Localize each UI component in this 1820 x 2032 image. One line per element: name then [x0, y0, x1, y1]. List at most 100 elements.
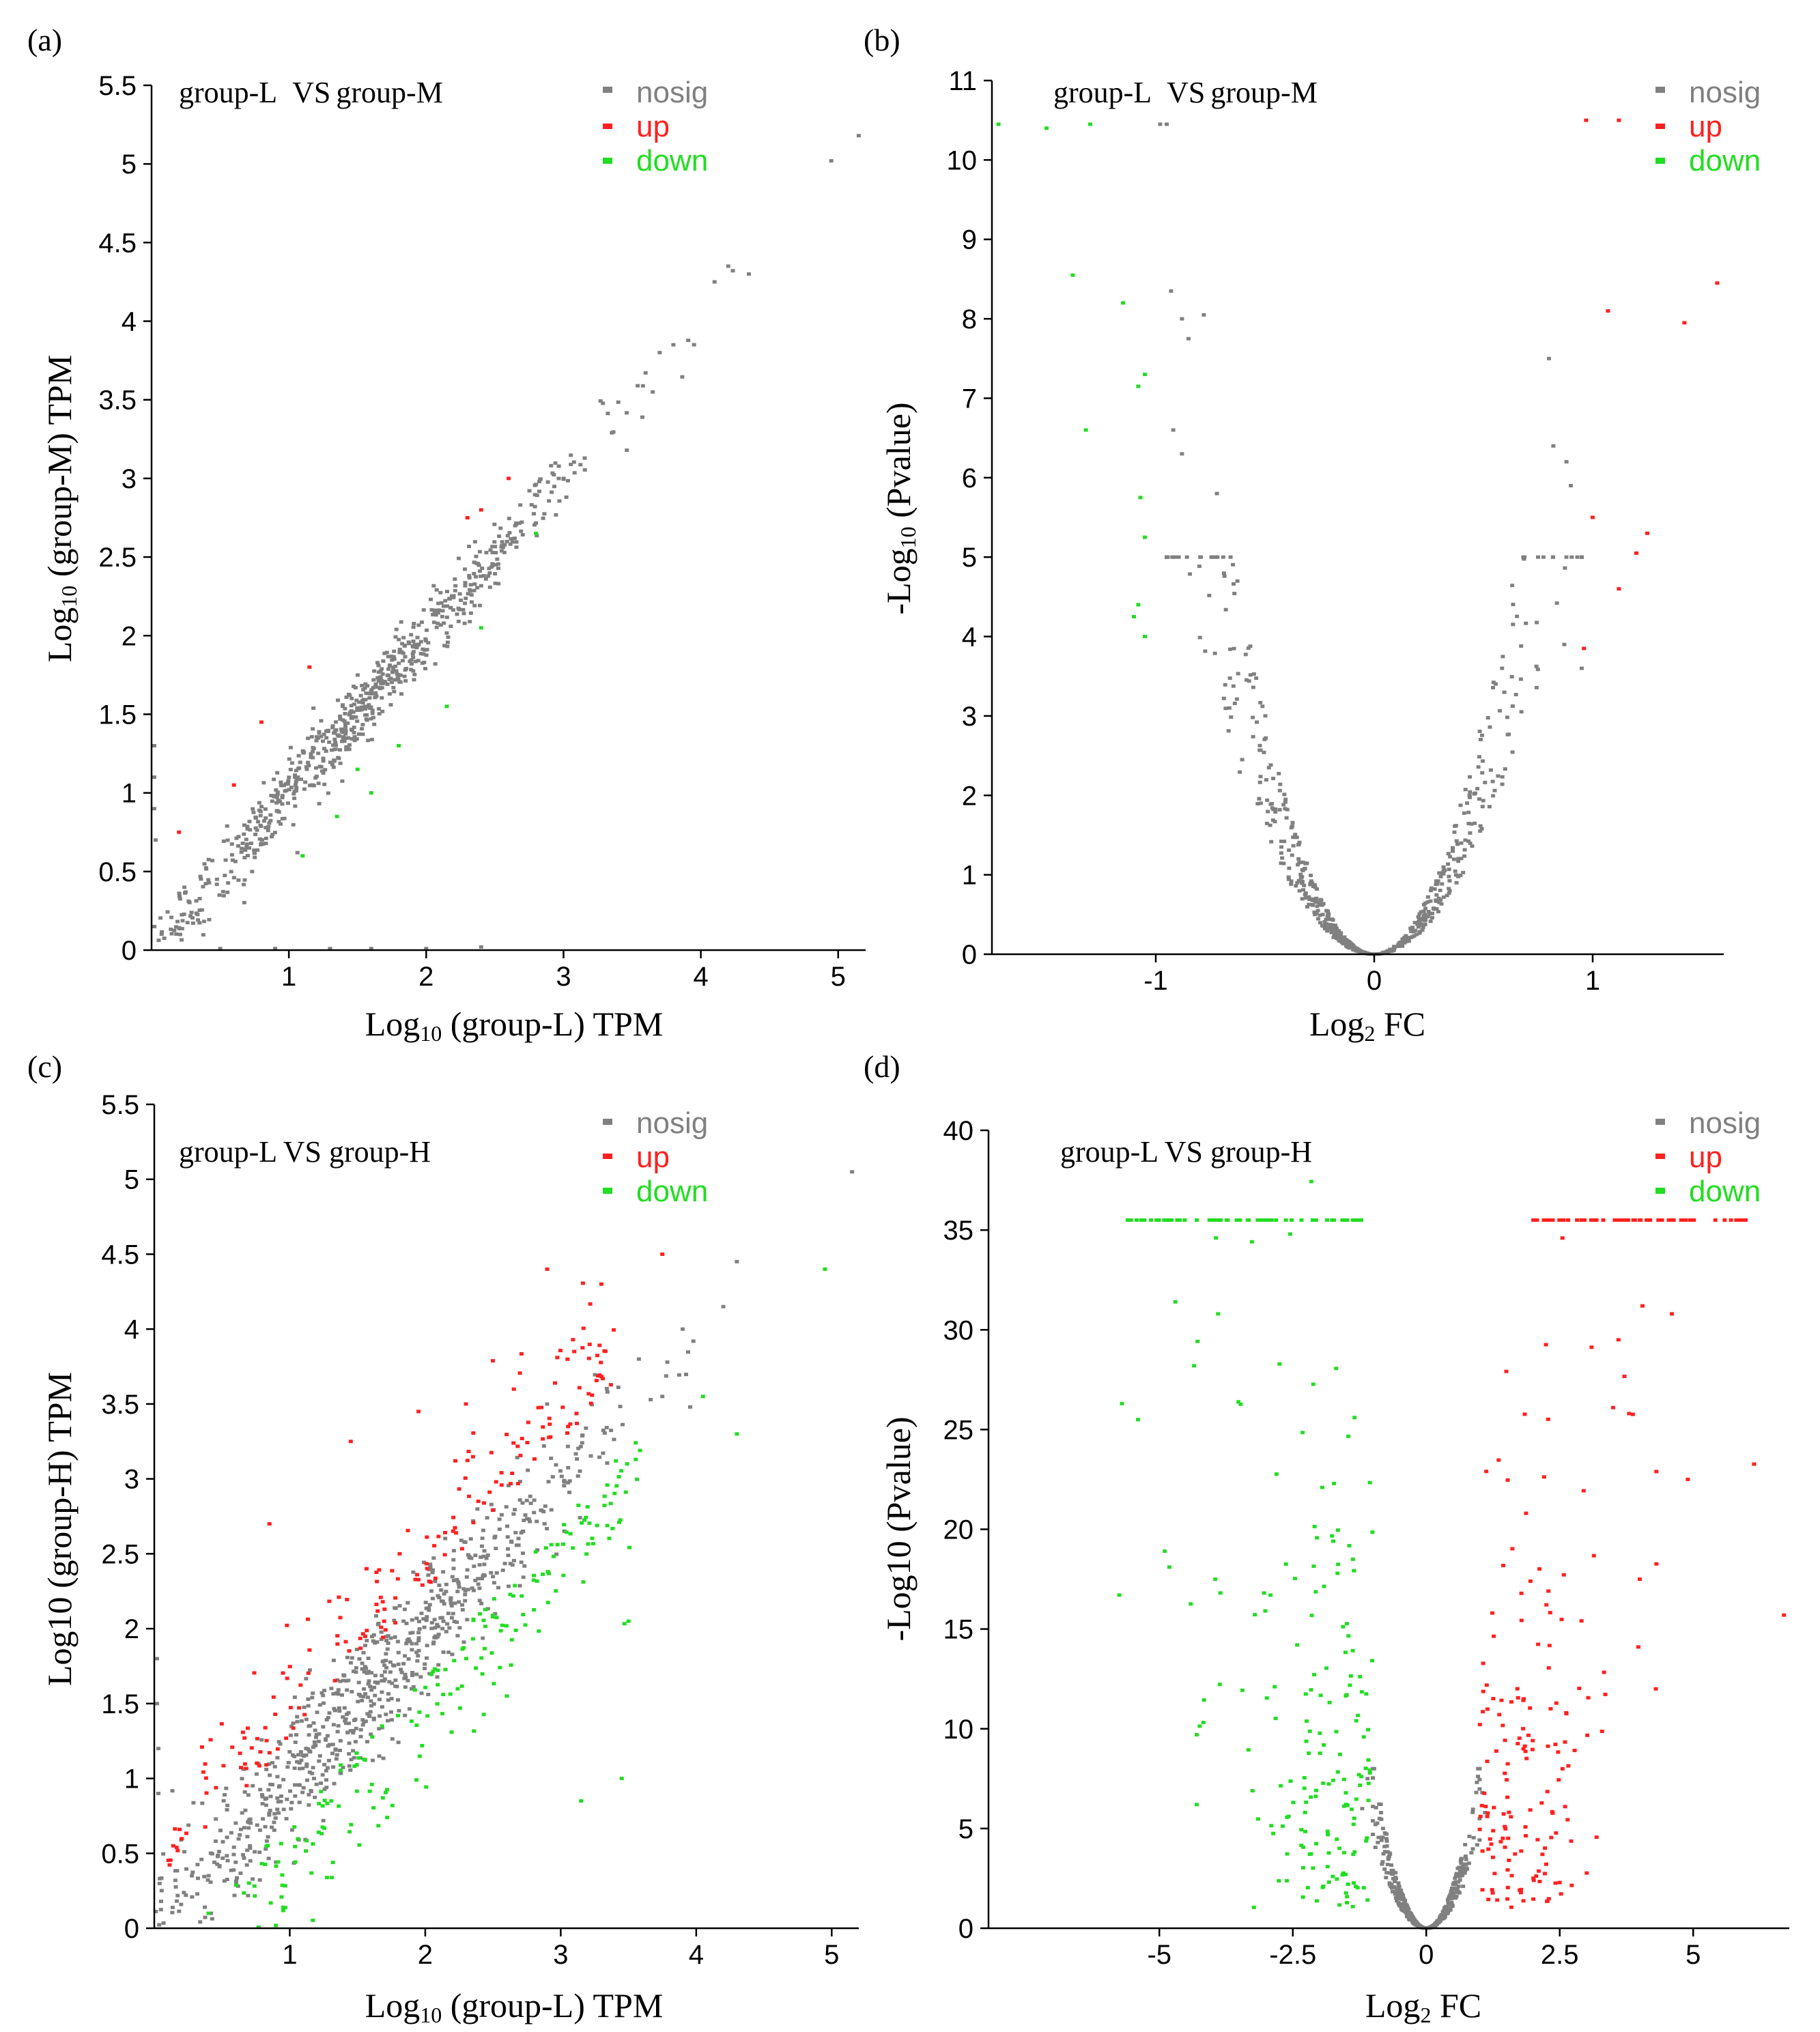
panel-c-nosig-point	[479, 1601, 484, 1605]
panel-b-nosig-point	[1432, 907, 1436, 911]
panel-d-nosig-point	[1470, 1810, 1475, 1814]
panel-c-up-point	[288, 1706, 293, 1710]
panel-c-down-point	[347, 1830, 352, 1834]
panel-d-y-axis-title: -Log10 (Pvalue)	[879, 1416, 918, 1641]
panel-c-nosig-point	[306, 1704, 311, 1708]
panel-d-up-point	[1541, 1475, 1546, 1479]
panel-b-nosig-point	[1240, 758, 1245, 762]
panel-c-tag: (c)	[27, 1049, 62, 1084]
panel-d-down-point	[1303, 1810, 1307, 1814]
panel-a-up-point	[307, 665, 312, 669]
panel-a-nosig-point	[541, 516, 545, 520]
panel-c-down-point	[471, 1618, 476, 1622]
panel-a-nosig-point	[487, 567, 492, 571]
panel-c-down-point	[370, 1735, 375, 1739]
panel-a-nosig-point	[411, 655, 416, 659]
panel-a-nosig-point	[358, 693, 363, 698]
panel-c-nosig-point	[266, 1835, 270, 1839]
panel-c-down-point	[533, 1550, 538, 1554]
panel-d-nosig-point	[1477, 1787, 1482, 1791]
panel-c-nosig-point	[511, 1512, 516, 1516]
panel-a-nosig-point	[259, 805, 264, 809]
panel-c-nosig-point	[286, 1760, 291, 1764]
panel-c-up-point	[597, 1373, 602, 1377]
panel-a-nosig-point	[447, 597, 452, 601]
panel-b-nosig-point	[1452, 830, 1457, 834]
panel-b-nosig-point	[1318, 921, 1322, 925]
panel-a-nosig-point	[355, 709, 360, 712]
panel-a-nosig-point	[380, 667, 384, 671]
panel-d-nosig-point	[1377, 1802, 1382, 1806]
panel-d-nosig-point	[1382, 1867, 1387, 1871]
panel-d-y-tick-label: 15	[943, 1615, 974, 1645]
panel-a-nosig-point	[195, 913, 200, 917]
panel-c-nosig-point	[379, 1637, 384, 1642]
panel-c-up-point	[203, 1762, 208, 1766]
panel-d-down-point	[1299, 1828, 1304, 1832]
panel-c-down-point	[474, 1666, 478, 1670]
panel-a-nosig-point	[243, 848, 248, 852]
panel-d-y-tick-label: 40	[943, 1116, 974, 1146]
panel-c-nosig-point	[382, 1670, 387, 1674]
panel-d-nosig-point	[1377, 1816, 1382, 1820]
panel-b-nosig-point	[1423, 919, 1427, 923]
panel-c-up-point	[603, 1349, 608, 1354]
panel-a-nosig-point	[285, 782, 290, 786]
panel-c-nosig-point	[157, 1881, 162, 1885]
panel-b-nosig-point	[1248, 644, 1253, 648]
panel-c-nosig-point	[294, 1733, 298, 1737]
panel-a-nosig-point	[289, 786, 294, 790]
panel-c-nosig-point	[452, 1620, 457, 1624]
panel-a-nosig-point	[316, 736, 320, 740]
panel-b-nosig-point	[1331, 935, 1336, 939]
panel-a-nosig-point	[369, 688, 374, 692]
panel-c-nosig-point	[426, 1573, 431, 1577]
panel-c-nosig-point	[378, 1698, 382, 1702]
panel-b-tag: (b)	[864, 23, 900, 57]
panel-d-up-point	[1671, 1218, 1676, 1222]
panel-c-nosig-point	[465, 1568, 470, 1572]
panel-a-nosig-point	[331, 765, 336, 769]
panel-d-up-point	[1504, 1369, 1509, 1373]
panel-c-nosig-point	[444, 1582, 449, 1586]
panel-b-nosig-point	[1207, 593, 1212, 597]
panel-a-nosig-point	[295, 850, 300, 855]
panel-c-down-point	[253, 1894, 257, 1898]
panel-a-nosig-point	[251, 807, 255, 811]
panel-a-nosig-point	[547, 499, 552, 503]
panel-d-up-point	[1591, 1554, 1596, 1558]
panel-a-nosig-point	[239, 846, 244, 850]
panel-b-up-point	[1682, 321, 1687, 325]
panel-a-nosig-point	[601, 401, 606, 405]
panel-c-nosig-point	[392, 1618, 397, 1622]
panel-c-nosig-point	[334, 1691, 339, 1695]
panel-a-nosig-point	[158, 916, 163, 920]
panel-a-down-point	[444, 704, 449, 709]
panel-c-nosig-point	[416, 1648, 421, 1652]
panel-a-tag: (a)	[27, 23, 62, 57]
panel-d-up-point	[1505, 1778, 1509, 1782]
panel-d-down-point	[1331, 1874, 1335, 1878]
panel-d-up-point	[1491, 1697, 1496, 1701]
panel-b-nosig-point	[1285, 807, 1290, 812]
panel-b-legend-nosig-swatch	[1655, 87, 1665, 93]
panel-b-nosig-point	[1333, 928, 1337, 932]
panel-c-up-point	[566, 1425, 571, 1429]
panel-c-nosig-point	[567, 1490, 571, 1494]
panel-d-up-point	[1569, 1839, 1574, 1843]
panel-c-nosig-point	[304, 1762, 309, 1766]
panel-b-nosig-point	[1425, 895, 1430, 899]
panel-d-down-point	[1347, 1544, 1352, 1547]
panel-c-down-point	[464, 1657, 468, 1661]
panel-c-nosig-point	[484, 1556, 489, 1560]
panel-a-nosig-point	[349, 704, 354, 708]
panel-a-nosig-point	[376, 679, 381, 683]
panel-c-nosig-point	[541, 1444, 546, 1448]
panel-a-nosig-point	[352, 702, 356, 706]
panel-d-up-point	[1530, 1747, 1535, 1751]
panel-b-nosig-point	[1271, 777, 1275, 780]
panel-a-nosig-point	[532, 523, 537, 527]
panel-d-down-point	[1169, 1218, 1174, 1222]
panel-c-nosig-point	[246, 1826, 251, 1830]
